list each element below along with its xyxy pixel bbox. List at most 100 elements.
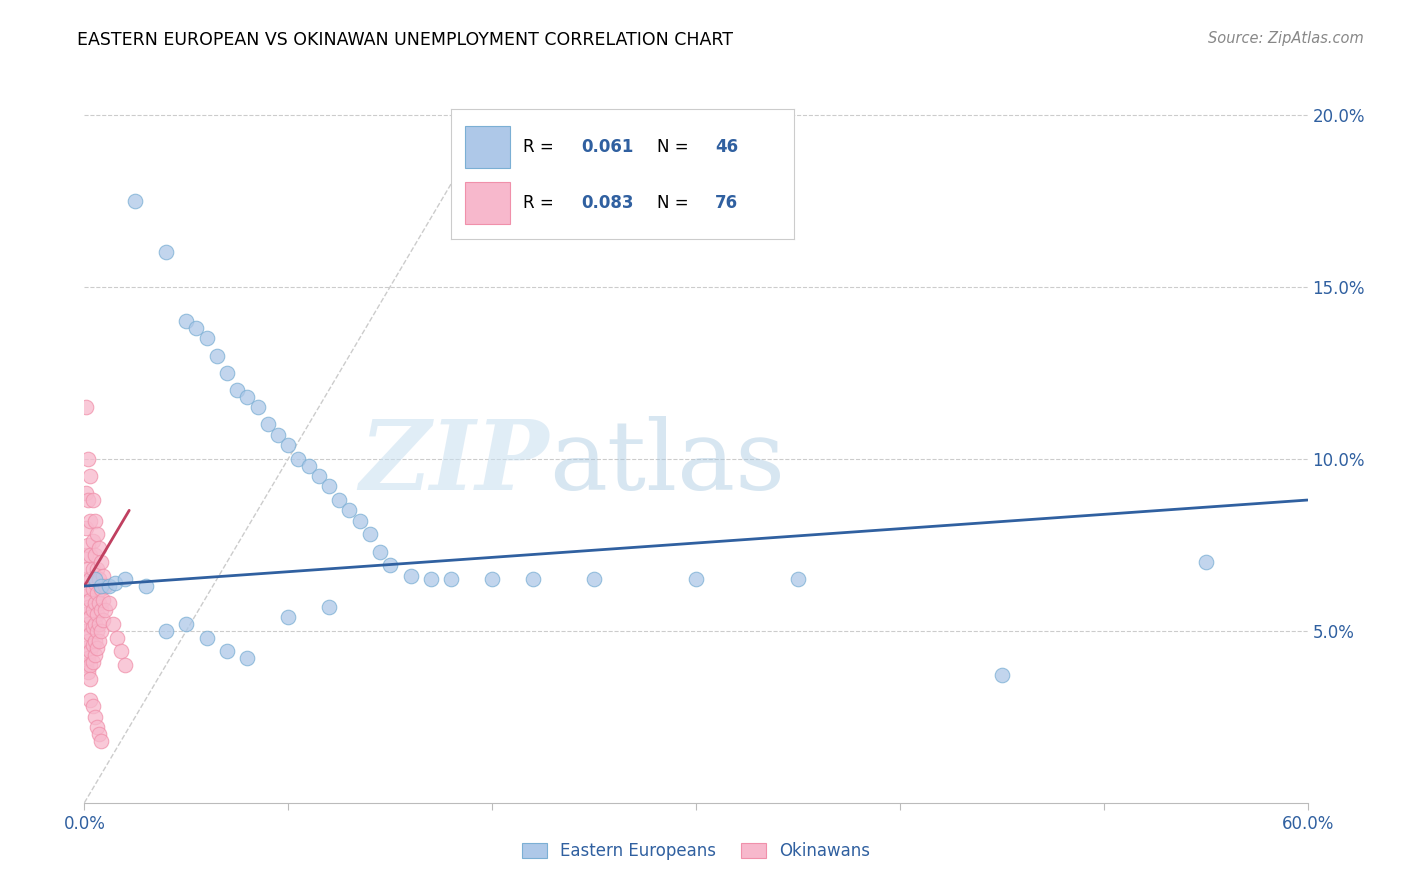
Point: [77, 665, 100, 679]
Point: [308, 469, 330, 483]
Point: [90, 579, 112, 593]
Point: [79, 672, 101, 686]
Point: [83, 572, 105, 586]
Point: [522, 572, 544, 586]
Point: [79, 469, 101, 483]
Point: [79, 514, 101, 528]
Point: [93, 579, 115, 593]
Point: [79, 592, 101, 607]
Point: [101, 616, 124, 631]
Point: [75, 658, 97, 673]
Point: [79, 610, 101, 624]
Point: [104, 575, 127, 590]
Point: [277, 438, 299, 452]
Point: [195, 331, 218, 345]
Point: [75, 572, 97, 586]
Point: [83, 514, 105, 528]
Point: [1195, 555, 1218, 569]
Point: [339, 503, 361, 517]
Point: [420, 572, 443, 586]
Text: Source: ZipAtlas.com: Source: ZipAtlas.com: [1208, 31, 1364, 46]
Point: [124, 194, 146, 208]
Point: [83, 616, 105, 631]
Point: [79, 572, 101, 586]
Point: [77, 616, 100, 631]
Point: [77, 634, 100, 648]
Point: [359, 527, 381, 541]
Point: [90, 624, 112, 638]
Point: [77, 599, 100, 614]
Point: [328, 493, 350, 508]
Point: [82, 582, 104, 597]
Point: [82, 699, 104, 714]
Point: [75, 640, 97, 655]
Point: [583, 572, 606, 586]
Point: [77, 562, 100, 576]
Point: [226, 383, 249, 397]
Point: [82, 603, 104, 617]
Point: [380, 558, 402, 573]
Point: [83, 634, 105, 648]
Point: [77, 451, 100, 466]
Point: [86, 607, 108, 621]
Point: [257, 417, 280, 432]
Point: [267, 427, 290, 442]
Point: [75, 400, 97, 414]
Point: [114, 572, 136, 586]
Point: [82, 562, 104, 576]
Text: atlas: atlas: [550, 417, 785, 510]
Point: [186, 321, 208, 335]
Point: [481, 572, 503, 586]
Point: [97, 579, 120, 593]
Point: [86, 720, 108, 734]
Point: [87, 596, 110, 610]
Point: [246, 400, 269, 414]
Point: [87, 727, 110, 741]
Point: [277, 610, 299, 624]
Point: [75, 624, 97, 638]
Point: [440, 572, 463, 586]
Point: [83, 710, 105, 724]
Point: [217, 366, 239, 380]
Point: [105, 631, 128, 645]
Point: [787, 572, 810, 586]
Point: [318, 599, 340, 614]
Point: [77, 538, 100, 552]
Point: [287, 451, 309, 466]
Point: [82, 638, 104, 652]
Point: [91, 614, 114, 628]
Text: EASTERN EUROPEAN VS OKINAWAN UNEMPLOYMENT CORRELATION CHART: EASTERN EUROPEAN VS OKINAWAN UNEMPLOYMEN…: [77, 31, 734, 49]
Point: [93, 603, 115, 617]
Point: [90, 603, 112, 617]
Point: [79, 627, 101, 641]
Point: [82, 620, 104, 634]
Point: [87, 572, 110, 586]
Point: [79, 658, 101, 673]
Point: [77, 493, 100, 508]
Point: [195, 631, 218, 645]
Point: [349, 514, 371, 528]
Point: [97, 596, 120, 610]
Point: [86, 562, 108, 576]
Point: [75, 590, 97, 604]
Point: [86, 527, 108, 541]
Point: [75, 607, 97, 621]
Point: [83, 596, 105, 610]
Point: [87, 616, 110, 631]
Point: [87, 541, 110, 556]
Point: [77, 582, 100, 597]
Point: [91, 568, 114, 582]
Point: [79, 692, 101, 706]
Point: [236, 651, 259, 665]
Point: [991, 668, 1014, 682]
Point: [82, 655, 104, 669]
Point: [217, 644, 239, 658]
Point: [90, 582, 112, 597]
Point: [174, 314, 197, 328]
Point: [236, 390, 259, 404]
Point: [174, 616, 197, 631]
Point: [685, 572, 707, 586]
Point: [368, 544, 391, 558]
Point: [155, 245, 177, 260]
Point: [86, 624, 108, 638]
